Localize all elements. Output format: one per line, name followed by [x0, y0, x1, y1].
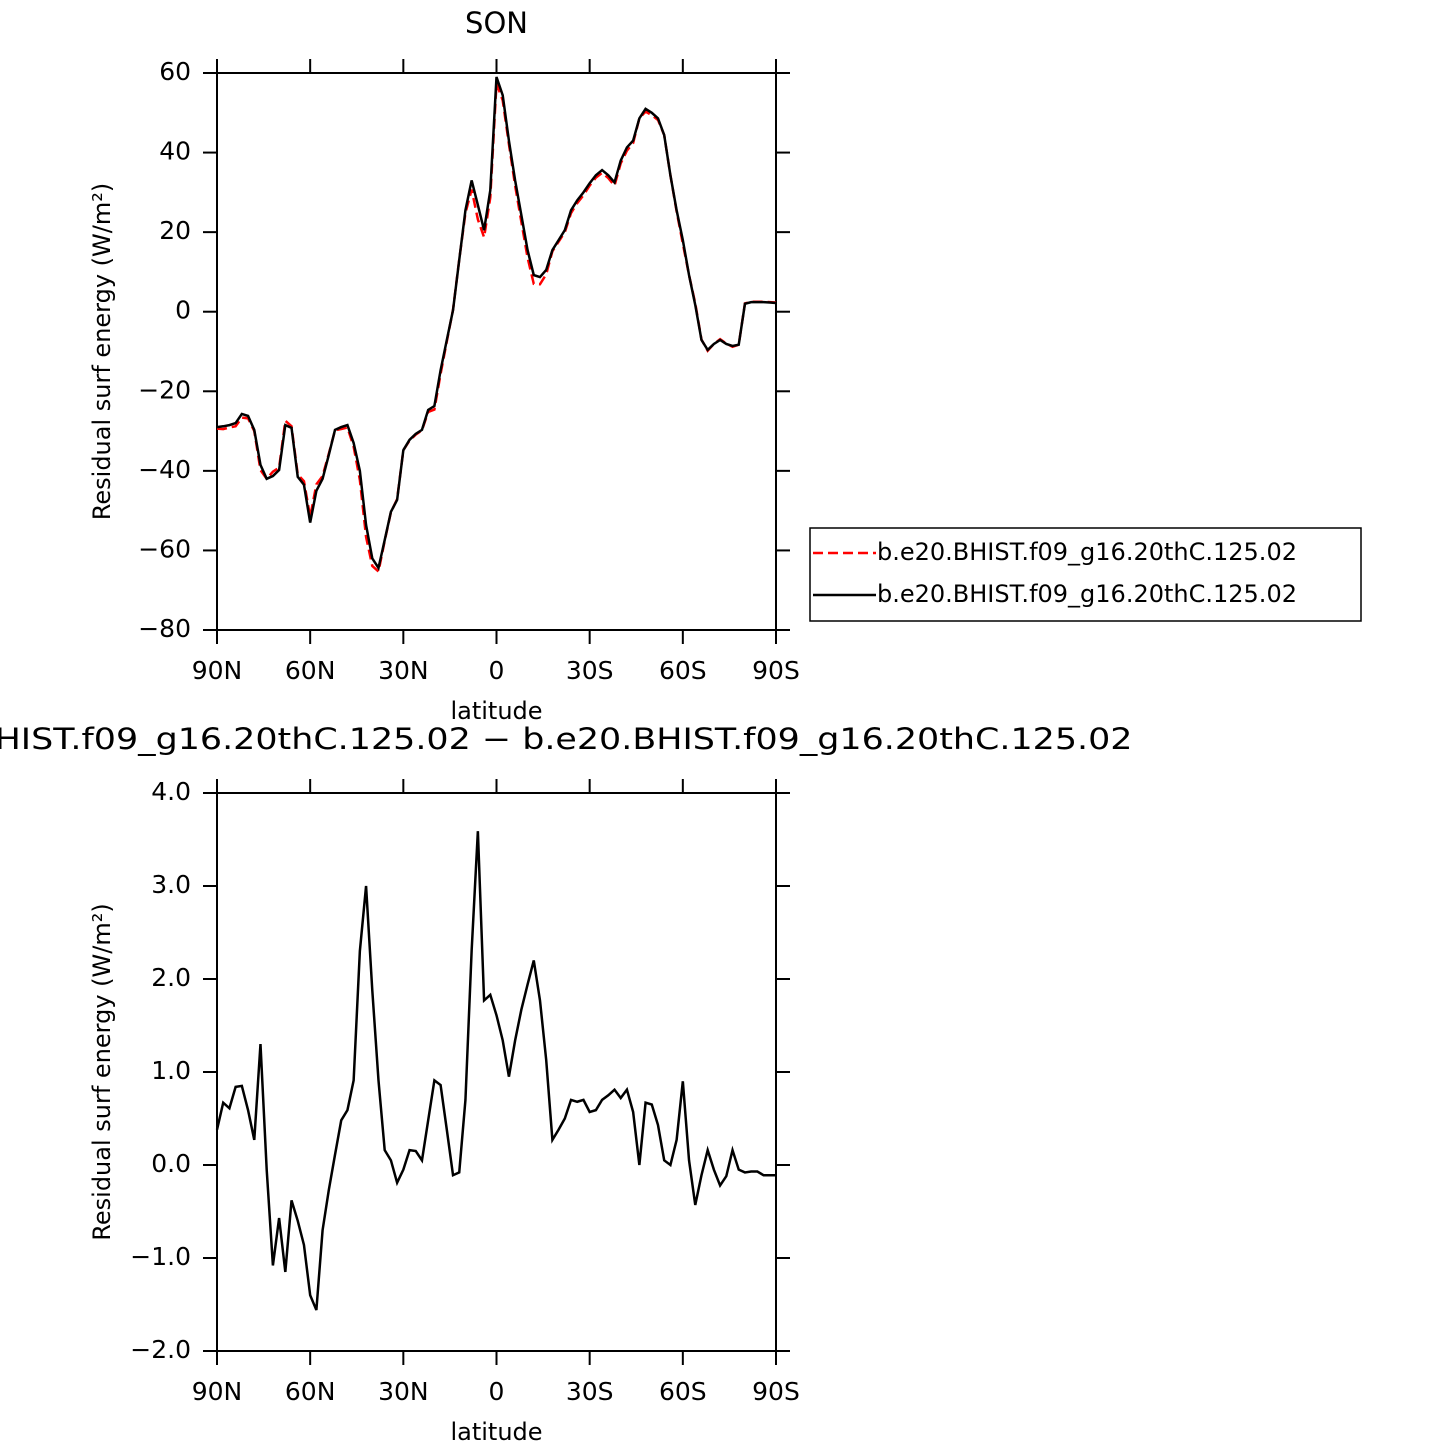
- x-tick-label: 30S: [566, 1377, 614, 1406]
- x-tick-label: 30N: [378, 656, 429, 685]
- x-tick-label: 90S: [752, 656, 800, 685]
- y-tick-label: 20: [159, 216, 191, 245]
- y-tick-label: 4.0: [151, 777, 191, 806]
- y-tick-label: −2.0: [130, 1335, 191, 1364]
- y-tick-label: 60: [159, 57, 191, 86]
- x-tick-label: 90N: [192, 1377, 243, 1406]
- x-tick-label: 90N: [192, 656, 243, 685]
- plot-frame: [216, 792, 777, 1352]
- plot-frame: [216, 72, 777, 631]
- legend-label: b.e20.BHIST.f09_g16.20thC.125.02: [877, 580, 1297, 608]
- legend-box: [809, 527, 1362, 622]
- x-tick-label: 90S: [752, 1377, 800, 1406]
- data-line: [215, 831, 776, 1311]
- y-tick-label: 1.0: [151, 1056, 191, 1085]
- data-line: [216, 82, 777, 574]
- y-axis-label: Residual surf energy (W/m²): [88, 903, 116, 1240]
- x-tick-label: 0: [489, 1377, 505, 1406]
- y-axis-label: Residual surf energy (W/m²): [88, 183, 116, 520]
- data-line: [216, 76, 777, 572]
- y-tick-label: −1.0: [130, 1242, 191, 1271]
- x-tick-label: 60S: [659, 656, 707, 685]
- y-tick-label: 2.0: [151, 963, 191, 992]
- y-tick-label: 3.0: [151, 870, 191, 899]
- x-tick-label: 60N: [285, 656, 336, 685]
- chart-title: SON: [465, 6, 528, 40]
- x-tick-label: 0: [489, 656, 505, 685]
- x-tick-label: 60N: [285, 1377, 336, 1406]
- y-tick-label: −60: [138, 534, 191, 563]
- y-tick-label: 40: [159, 137, 191, 166]
- legend-label: b.e20.BHIST.f09_g16.20thC.125.02: [877, 538, 1297, 566]
- x-axis-label: latitude: [450, 1418, 542, 1446]
- chart-title: b.e20.BHIST.f09_g16.20thC.125.02 − b.e20…: [0, 722, 1133, 756]
- y-tick-label: −40: [138, 455, 191, 484]
- y-tick-label: 0: [175, 296, 191, 325]
- y-tick-label: 0.0: [151, 1149, 191, 1178]
- x-tick-label: 30S: [566, 656, 614, 685]
- y-tick-label: −80: [138, 614, 191, 643]
- y-tick-label: −20: [138, 375, 191, 404]
- x-tick-label: 30N: [378, 1377, 429, 1406]
- x-tick-label: 60S: [659, 1377, 707, 1406]
- x-axis-label: latitude: [450, 697, 542, 725]
